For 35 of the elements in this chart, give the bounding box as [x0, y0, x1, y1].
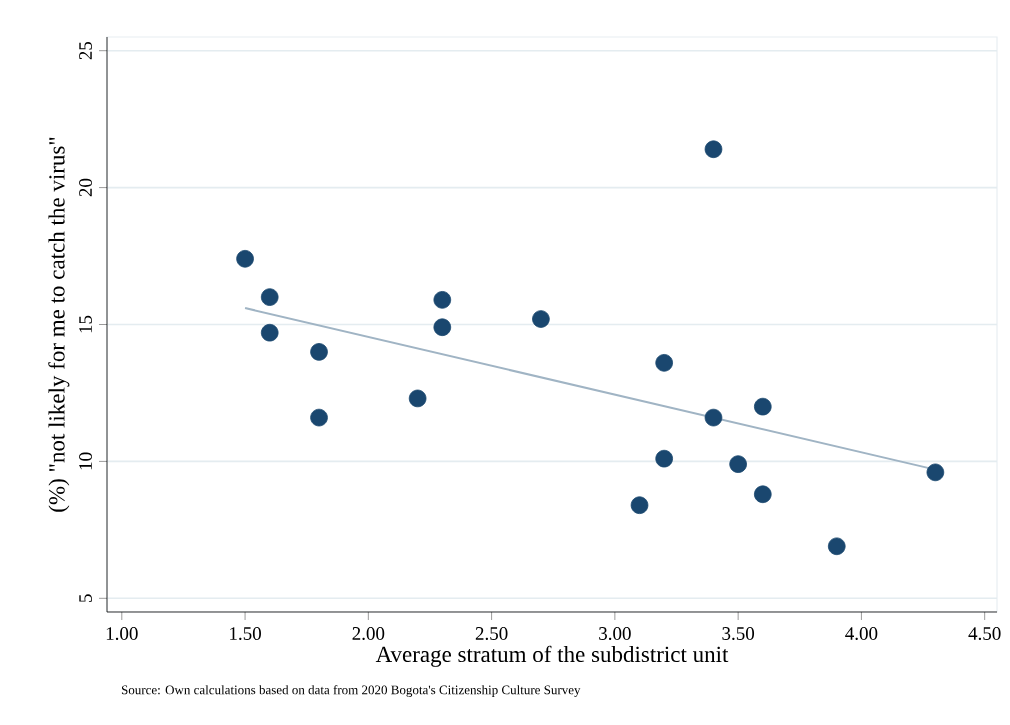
point	[704, 408, 723, 427]
x-tick-label: 2.50	[475, 627, 508, 640]
point	[754, 397, 772, 416]
y-tick-label: 10	[79, 452, 92, 470]
point	[408, 389, 427, 408]
y-axis-title: (%) "not likely for me to catch the virus"	[48, 137, 70, 512]
x-axis-title: Average stratum of the subdistrict unit	[375, 645, 729, 667]
point	[310, 343, 328, 361]
x-tick-label: 3.00	[599, 627, 631, 640]
x-tick-label: 1.00	[106, 627, 138, 640]
x-tick-label: 4.50	[968, 627, 1001, 640]
point	[827, 537, 846, 556]
point	[630, 496, 649, 515]
y-tick-label: 5	[79, 594, 92, 602]
point	[655, 354, 673, 372]
point	[433, 318, 452, 337]
point	[236, 249, 254, 268]
point	[704, 140, 723, 159]
y-tick-label: 25	[79, 41, 92, 60]
point	[433, 291, 452, 309]
point	[655, 449, 673, 468]
y-tick-label: 15	[79, 315, 92, 333]
source-note: Source: Own calculations based on data from 2020 Bogota's Citizenship Culture Survey	[121, 685, 581, 697]
x-tick-label: 2.00	[352, 627, 385, 640]
y-tick-label: 20	[79, 178, 92, 197]
x-tick-label: 3.50	[722, 627, 755, 640]
x-tick-label: 4.00	[845, 627, 878, 640]
point	[260, 323, 279, 342]
point	[754, 485, 772, 504]
point	[926, 463, 945, 482]
point	[532, 310, 550, 328]
point	[260, 288, 279, 306]
point	[310, 408, 328, 427]
x-tick-label: 1.50	[230, 627, 261, 640]
point	[729, 455, 747, 473]
